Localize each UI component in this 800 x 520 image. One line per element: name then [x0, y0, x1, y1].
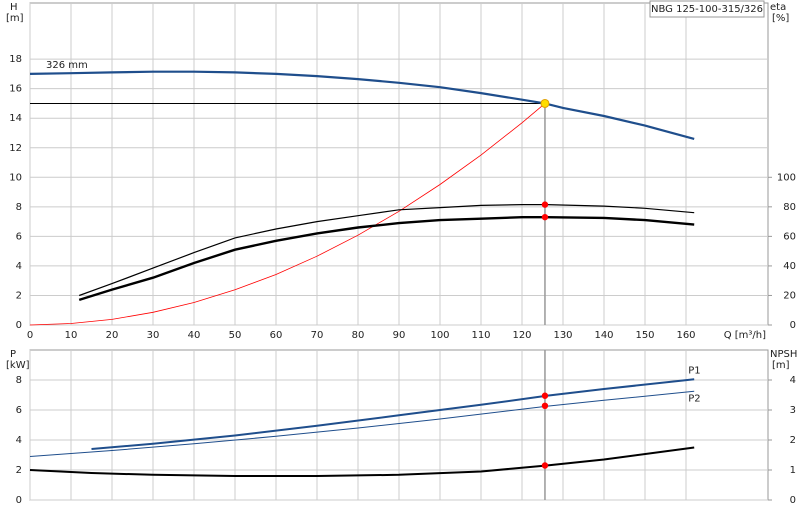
y-tick-label: 10	[9, 172, 22, 183]
x-tick-label: 0	[27, 330, 33, 341]
series-label: 326 mm	[46, 60, 88, 71]
y2-tick-label: 0	[790, 495, 796, 506]
duty-point	[541, 201, 549, 208]
x-tick-label: 130	[553, 330, 572, 341]
x-tick-label: 30	[147, 330, 160, 341]
x-tick-label: 40	[188, 330, 201, 341]
y-axis-label: P	[10, 349, 16, 360]
y-tick-label: 6	[16, 405, 22, 416]
series-line	[29, 103, 546, 326]
x-tick-label: 100	[430, 330, 449, 341]
y-tick-label: 4	[16, 435, 22, 446]
duty-point	[540, 98, 550, 108]
x-tick-label: 140	[594, 330, 613, 341]
y2-axis-label: eta	[770, 2, 786, 13]
y-tick-label: 16	[9, 84, 22, 95]
y2-tick-label: 0	[790, 320, 796, 331]
x-tick-label: 10	[65, 330, 78, 341]
x-tick-label: 50	[229, 330, 242, 341]
y2-tick-label: 80	[783, 202, 796, 213]
y-axis-label: H	[10, 2, 18, 13]
x-tick-label: 80	[352, 330, 365, 341]
series-line	[29, 446, 695, 477]
series-line	[29, 70, 695, 140]
x-tick-label: 90	[393, 330, 406, 341]
x-tick-label: 120	[512, 330, 531, 341]
y-tick-label: 18	[9, 54, 22, 65]
y2-tick-label: 2	[790, 435, 796, 446]
x-tick-label: 110	[471, 330, 490, 341]
x-tick-label: 60	[270, 330, 283, 341]
series-line	[91, 378, 695, 450]
x-axis-label: Q [m³/h]	[724, 330, 766, 341]
duty-point	[541, 392, 549, 399]
y-tick-label: 4	[16, 261, 22, 272]
duty-point	[541, 213, 549, 221]
y-tick-label: 8	[16, 202, 22, 213]
chart-title: NBG 125-100-315/326	[651, 4, 763, 15]
duty-point	[541, 462, 549, 469]
y2-axis-unit: [%]	[772, 13, 789, 24]
series-label: P1	[688, 365, 700, 376]
y2-axis-label: NPSH	[770, 349, 797, 360]
x-tick-label: 160	[676, 330, 695, 341]
y-tick-label: 2	[16, 465, 22, 476]
y2-tick-label: 20	[783, 290, 796, 301]
y-tick-label: 8	[16, 375, 22, 386]
duty-point	[541, 402, 549, 409]
y-tick-label: 2	[16, 290, 22, 301]
x-tick-label: 70	[311, 330, 324, 341]
y2-axis-unit: [m]	[772, 360, 790, 371]
y2-tick-label: 100	[777, 172, 796, 183]
y-tick-label: 12	[9, 143, 22, 154]
y2-tick-label: 40	[783, 261, 796, 272]
y2-tick-label: 1	[790, 465, 796, 476]
y-axis-unit: [kW]	[6, 360, 30, 371]
y-tick-label: 6	[16, 231, 22, 242]
y-tick-label: 0	[16, 320, 22, 331]
series-label: P2	[688, 393, 700, 404]
title-box	[649, 0, 765, 18]
y-tick-label: 14	[9, 113, 22, 124]
x-tick-label: 150	[635, 330, 654, 341]
y2-tick-label: 4	[790, 375, 796, 386]
y-tick-label: 0	[16, 495, 22, 506]
y2-tick-label: 60	[783, 231, 796, 242]
x-tick-label: 20	[106, 330, 119, 341]
y-axis-unit: [m]	[6, 13, 24, 24]
series-line	[78, 204, 695, 297]
y2-tick-label: 3	[790, 405, 796, 416]
series-line	[78, 216, 695, 302]
series-line	[29, 390, 695, 457]
